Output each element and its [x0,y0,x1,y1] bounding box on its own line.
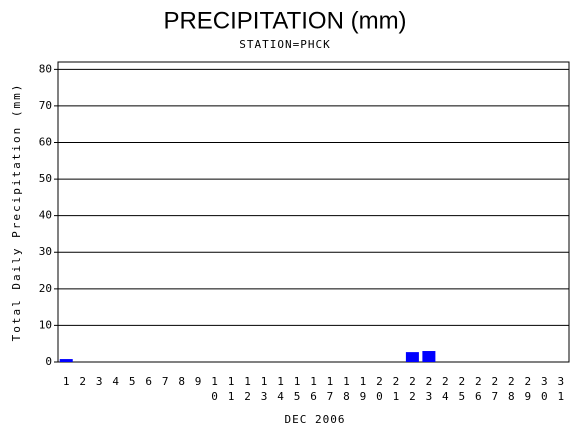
x-tick-label: 5 [129,375,136,388]
chart-title: PRECIPITATION (mm) [163,7,406,34]
y-tick-label: 80 [39,62,52,75]
y-tick-label: 20 [39,282,52,295]
bar [59,359,73,362]
y-tick-label: 70 [39,99,52,112]
x-tick-label: 6 [145,375,152,388]
chart-subtitle: STATION=PHCK [239,38,330,51]
x-tick-label: 9 [195,375,202,388]
y-tick-label: 40 [39,209,52,222]
x-tick-label: 4 [112,375,119,388]
bar [422,351,436,362]
x-axis-label: DEC 2006 [285,413,346,426]
bar [405,352,419,362]
x-tick-label: 1 [63,375,70,388]
x-tick-label: 3 [96,375,103,388]
y-tick-label: 10 [39,318,52,331]
y-tick-label: 50 [39,172,52,185]
x-tick-label: 8 [178,375,185,388]
y-tick-label: 0 [45,355,52,368]
x-tick-label: 2 [79,375,86,388]
y-tick-label: 30 [39,245,52,258]
x-tick-label: 7 [162,375,169,388]
y-axis-label: Total Daily Precipitation (mm) [10,83,23,342]
y-tick-label: 60 [39,135,52,148]
plot-frame [57,61,570,363]
